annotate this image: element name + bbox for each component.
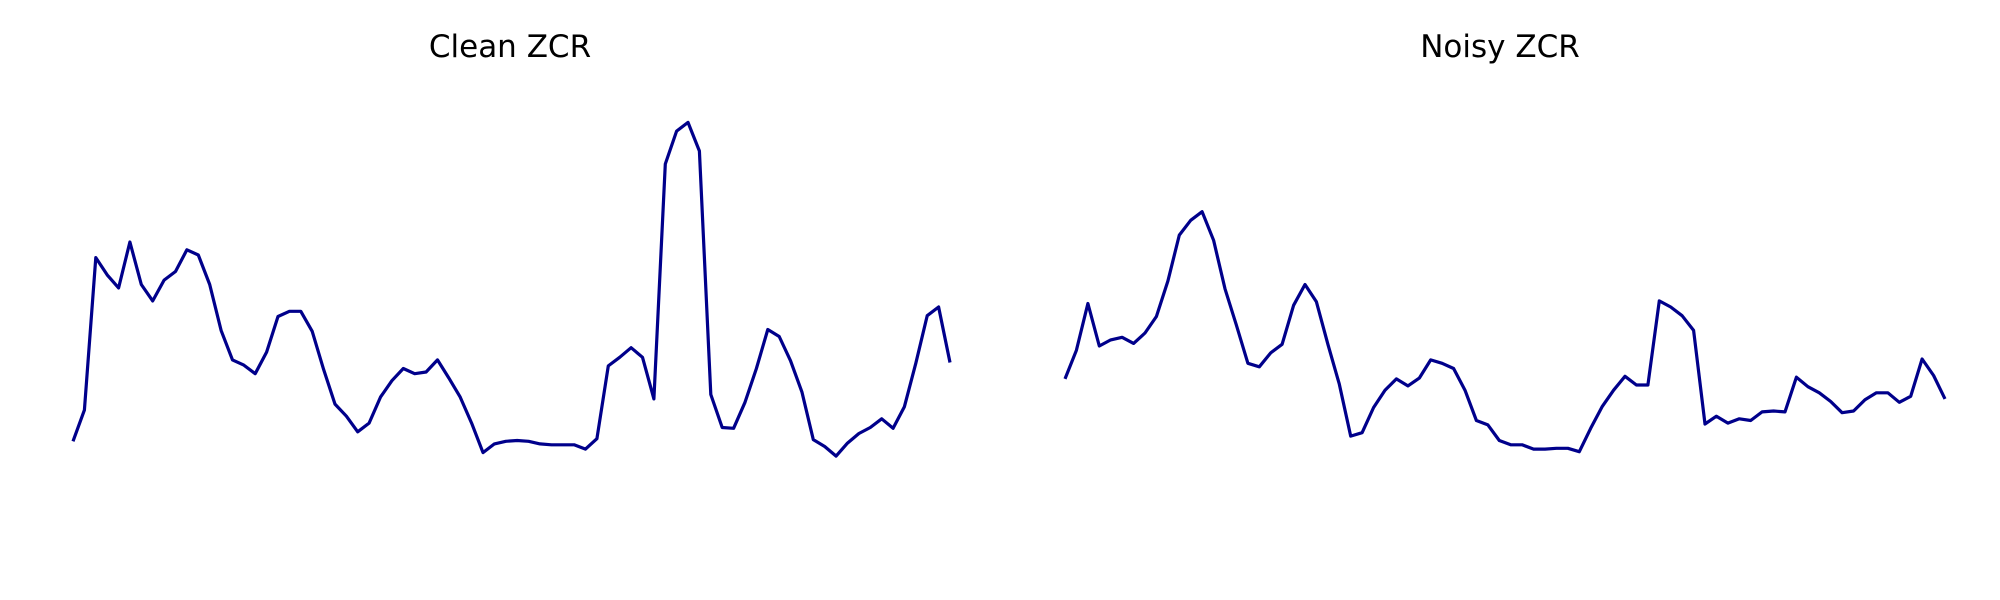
noisy-zcr-plot-area (1063, 210, 1947, 454)
noisy-zcr-title: Noisy ZCR (1420, 29, 1580, 65)
clean-zcr-series-line (71, 120, 952, 458)
noisy-zcr-panel: Noisy ZCR (1063, 29, 1947, 454)
clean-zcr-title: Clean ZCR (429, 29, 591, 65)
noisy-zcr-series-line (1063, 210, 1947, 454)
clean-zcr-plot-area (71, 120, 952, 458)
clean-zcr-panel: Clean ZCR (71, 29, 952, 458)
